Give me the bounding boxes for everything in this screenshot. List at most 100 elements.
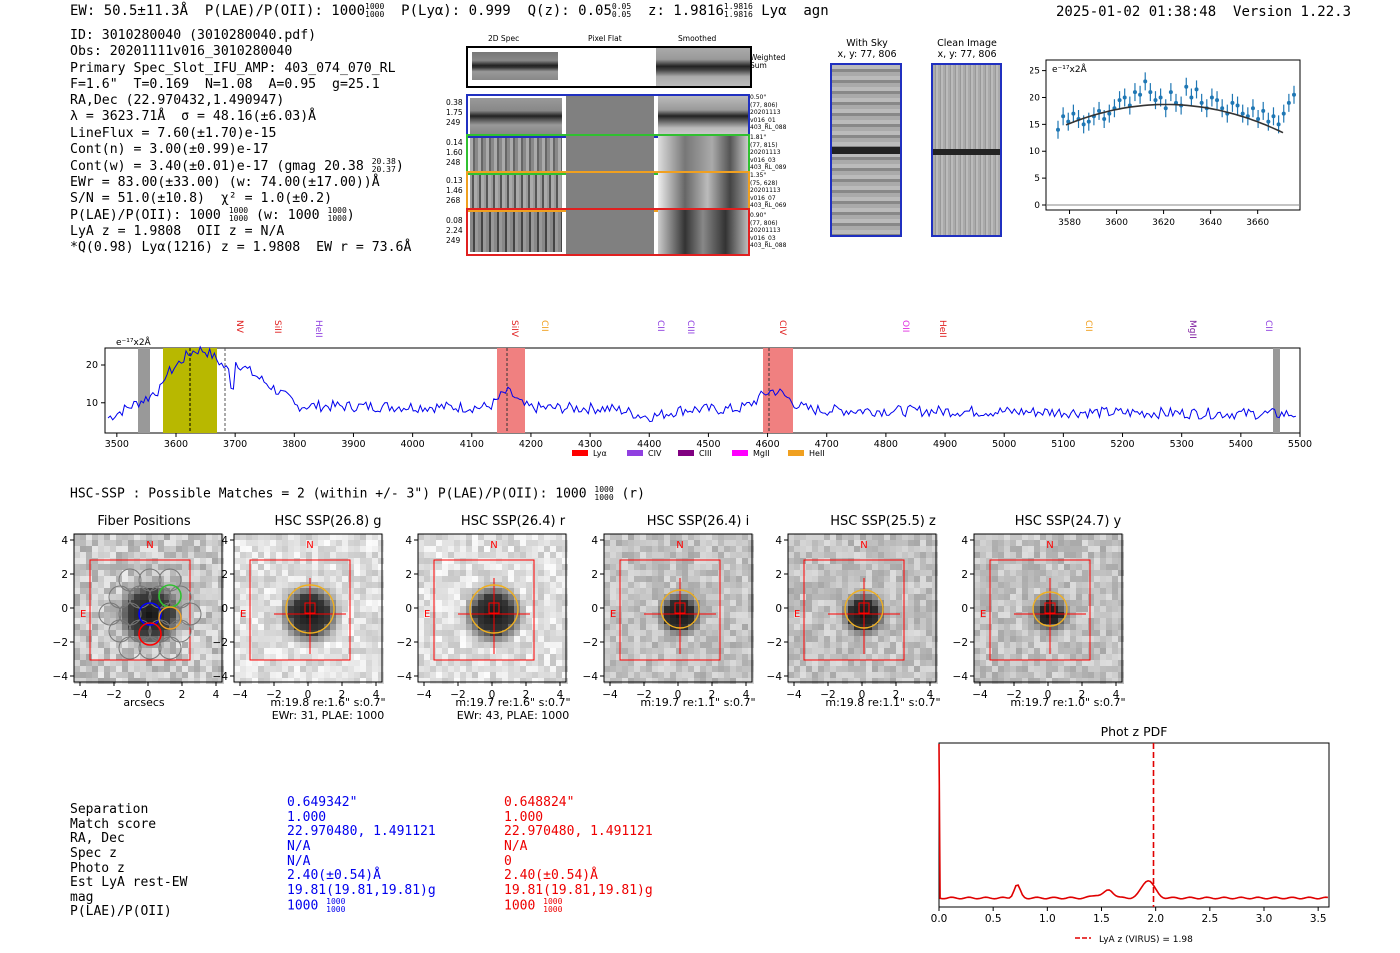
spectral-line-label: HeII [313,320,323,338]
row4-smoothed [658,210,748,254]
zoom-point [1158,95,1163,100]
spectrum-xtick: 4100 [460,439,484,450]
zoom-point [1266,119,1271,124]
stamp-xtick: −4 [786,689,802,701]
stamp-xtick: −2 [450,689,465,701]
zoom-point [1281,111,1286,116]
stamp-ytick: −4 [213,671,229,683]
weighted-sum-panel [466,46,752,88]
fov-box [619,559,721,661]
zoom-point [1292,92,1296,97]
spectrum-xtick: 3900 [341,439,365,450]
stamp-xtick: 0 [675,689,682,701]
spectrum-legend-label: CIII [699,449,712,458]
header-plya: P(Lyα): 0.999 [401,3,511,19]
stamp-ytick: 4 [405,535,412,547]
spectrum-xtick: 4600 [755,439,779,450]
stamp-ytick: 0 [775,603,782,615]
stamp-ytick: −4 [583,671,599,683]
spectral-line-label: CII [539,320,549,332]
header-line: Lyα [761,3,787,19]
fiber-circle [168,619,192,643]
zoom-xtick: 3580 [1058,218,1081,228]
header-plae: P(LAE)/P(OII): 1000 [204,3,366,19]
stamp-xtick: 4 [373,689,380,701]
stamp-title: HSC SSP(26.4) i [646,514,750,529]
photz-pdf-plot: Phot z PDF 0.0 0.5 1.0 1.5 2.0 2.5 3.0 3.5 LyA … [931,724,1330,945]
row2-2d [470,138,562,171]
spectral-line-label: SiIV [509,320,519,338]
row3-smoothed [658,173,748,210]
photz-xtick: 1.5 [1093,913,1110,925]
spectrum-legend-swatch [627,450,643,456]
spec-row-3 [466,171,750,212]
east-label: E [80,609,86,620]
stamp-ytick: −2 [953,637,968,649]
north-label: N [1046,540,1053,551]
zoom-point [1271,114,1276,119]
zoom-point [1261,108,1266,113]
info-lya: LyA z = 1.9808 OII z = N/A [70,223,285,239]
spectral-line-label: CIV [777,320,787,336]
stamp-xtick: 4 [927,689,934,701]
zoom-point [1153,98,1158,103]
row3-flat [566,173,654,210]
zoom-point [1097,108,1102,113]
east-label: E [240,609,246,620]
row4-2d [470,212,562,252]
stamp-hsc-g: HSC SSP(26.8) g m:19.8 re:1.6" s:0.7" EW… [248,510,408,722]
stamp-xtick: 4 [1113,689,1120,701]
stamp-panel-5: N E 4 2 0 −2 −4−4 −2 0 2 4 [953,533,1124,701]
fiber-circle [158,636,182,660]
civ-region [763,348,793,433]
header-timestamp: 2025-01-02 01:38:48 Version 1.22.3 [1056,4,1352,20]
zoom-point [1117,98,1122,103]
zoom-point [1086,119,1091,124]
stamp-ytick: 2 [591,569,598,581]
photz-frame [938,742,1330,908]
fiber-circle [98,602,122,626]
zoom-point [1215,98,1220,103]
stamp-ytick: 0 [591,603,598,615]
zoom-point [1189,95,1194,100]
zoom-point [1168,90,1173,95]
spectral-line-label: SiII [272,320,282,334]
photz-xtick: 3.0 [1256,913,1273,925]
col-label-smoothed: Smoothed [678,34,717,43]
info-ewr: EWr = 83.00(±33.00) (w: 74.00(±17.00))Å [70,174,380,190]
fiber-circle [138,636,162,660]
zoom-point [1056,127,1060,132]
clean-image [931,63,1002,237]
with-sky-title: With Sky x, y: 77, 806 [837,38,897,60]
zoom-line-plot: 0 5 10 15 20 25 3580 3600 3620 3640 3660 e⁻¹⁷x2Å [1030,59,1301,228]
photz-xtick: 0.0 [931,913,948,925]
stamp-ytick: −4 [53,671,69,683]
spectrum-legend-label: MgII [753,449,770,458]
spectral-line-label: CIII [685,320,695,334]
info-lambda: λ = 3623.71Å σ = 48.16(±6.03)Å [70,109,317,125]
stamp-ytick: 4 [961,535,968,547]
stamp-xtick: 0 [145,689,152,701]
fiber-circle [108,585,132,609]
zoom-ylabel: e⁻¹⁷x2Å [1052,63,1088,75]
stamp-panel-2: N E 4 2 0 −2 −4−4 −2 0 2 4 [397,533,568,701]
stamp-title: HSC SSP(26.8) g [274,514,382,529]
spectral-line-label: CII [1083,320,1093,332]
stamp-xtick: −4 [602,689,618,701]
spectral-line-label: CII [1263,320,1273,332]
zoom-point [1107,111,1112,116]
fiber-circle [118,602,142,626]
photz-xtick: 1.0 [1039,913,1056,925]
aperture-circle [469,584,519,634]
stamp-xtick: 0 [1045,689,1052,701]
stamp-ytick: 4 [775,535,782,547]
photz-xtick: 0.5 [985,913,1002,925]
zoom-ytick: 25 [1030,67,1040,77]
row3-2d [470,175,562,208]
spectrum-xtick: 4000 [401,439,425,450]
east-label: E [610,609,616,620]
spectrum-legend-swatch [732,450,748,456]
center-marker [858,602,870,614]
zoom-xtick: 3640 [1199,218,1222,228]
col-label-2dspec: 2D Spec [488,34,520,43]
